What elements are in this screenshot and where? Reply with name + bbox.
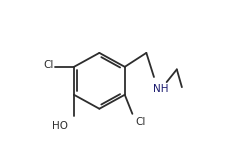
Text: Cl: Cl	[135, 117, 145, 127]
Text: NH: NH	[152, 84, 168, 94]
Text: HO: HO	[52, 121, 68, 131]
Text: Cl: Cl	[43, 60, 54, 70]
